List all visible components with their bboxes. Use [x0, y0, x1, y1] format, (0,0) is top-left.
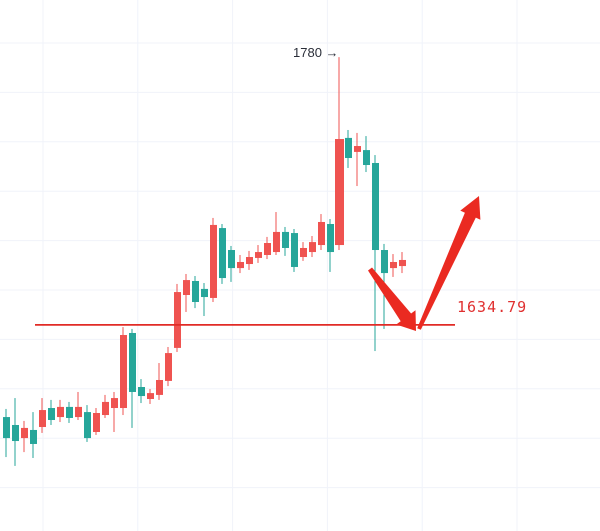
candle-body — [48, 408, 55, 421]
candle-body — [138, 387, 145, 397]
candle-body — [300, 247, 307, 258]
candle-body — [228, 250, 235, 269]
candle-body — [345, 137, 352, 159]
candle-body — [30, 429, 37, 444]
candle-body — [156, 379, 163, 395]
candle-body — [318, 221, 325, 246]
candle-body — [129, 332, 136, 392]
candle-body — [282, 231, 289, 248]
support-price-label: 1634.79 — [457, 298, 528, 316]
candle-body — [255, 252, 262, 258]
candle-body — [192, 280, 199, 303]
candle-body — [183, 280, 190, 295]
candle-body — [120, 335, 127, 409]
candle-wick — [77, 391, 79, 421]
candle-body — [327, 224, 334, 253]
candle-body — [111, 398, 118, 409]
candle-body — [264, 243, 271, 255]
candle-body — [273, 231, 280, 253]
candle-body — [201, 288, 208, 298]
candle-body — [335, 139, 344, 246]
candle-body — [210, 224, 217, 298]
candle-body — [3, 417, 10, 439]
candle-body — [84, 412, 91, 439]
up-arrow-drawing[interactable] — [417, 196, 481, 330]
candle-wick — [374, 155, 376, 352]
candle-body — [57, 406, 64, 418]
candle-body — [354, 146, 361, 152]
candle-wick — [356, 132, 358, 187]
candle-body — [390, 261, 397, 269]
candle-body — [39, 410, 46, 428]
candle-wick — [113, 391, 115, 432]
candle-body — [246, 257, 253, 265]
down-arrow-drawing[interactable] — [368, 267, 416, 332]
candle-wick — [203, 283, 205, 317]
candle-body — [12, 424, 19, 442]
candle-body — [363, 150, 370, 166]
candle-body — [165, 353, 172, 381]
candle-body — [174, 292, 181, 348]
candle-body — [219, 228, 226, 279]
candle-body — [399, 259, 406, 267]
peak-price-label: 1780 → — [293, 45, 339, 60]
candle-body — [381, 250, 388, 274]
candle-body — [291, 233, 298, 267]
candle-body — [66, 406, 73, 418]
candle-body — [21, 427, 28, 439]
candle-body — [237, 261, 244, 269]
candle-body — [93, 413, 100, 432]
candle-body — [372, 162, 379, 251]
candle-body — [309, 242, 316, 253]
candle-body — [75, 406, 82, 418]
candle-body — [102, 401, 109, 416]
candle-body — [147, 393, 154, 399]
